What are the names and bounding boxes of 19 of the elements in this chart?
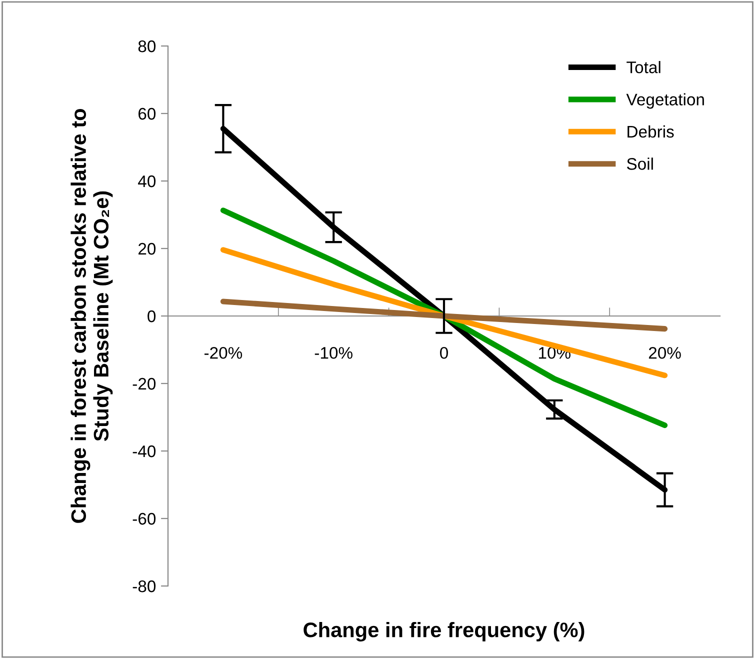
x-tick-label: -10%: [314, 346, 352, 359]
y-tick-label: 80: [138, 40, 156, 52]
y-tick-label: -40: [132, 445, 156, 458]
y-axis-title: Change in forest carbon stocks relative to Study Baseline (Mt CO₂e): [70, 108, 113, 523]
x-tick-label: 0: [440, 346, 448, 359]
x-axis-title: Change in fire frequency (%): [304, 622, 584, 642]
legend-label: Total: [626, 61, 660, 74]
x-tick-label: 20%: [648, 346, 681, 359]
y-tick-label: -20: [132, 378, 156, 390]
y-tick-label: 20: [138, 242, 156, 255]
y-tick-label: 60: [138, 108, 156, 120]
y-tick-label: 0: [148, 310, 156, 322]
x-tick-label: -20%: [204, 346, 242, 359]
y-tick-label: -80: [132, 580, 156, 592]
legend-label: Debris: [628, 125, 674, 138]
y-tick-label: -60: [132, 512, 156, 525]
y-tick-label: 40: [138, 175, 156, 188]
legend-label: Vegetation: [626, 93, 704, 109]
legend-label: Soil: [626, 158, 653, 170]
